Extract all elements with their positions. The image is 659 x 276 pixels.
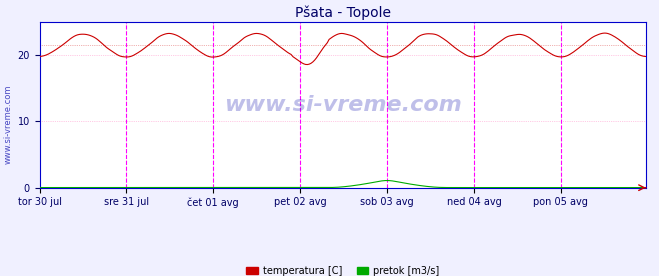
Legend: temperatura [C], pretok [m3/s]: temperatura [C], pretok [m3/s] bbox=[242, 262, 444, 276]
Text: www.si-vreme.com: www.si-vreme.com bbox=[3, 84, 13, 164]
Title: Pšata - Topole: Pšata - Topole bbox=[295, 5, 391, 20]
Text: www.si-vreme.com: www.si-vreme.com bbox=[224, 95, 461, 115]
